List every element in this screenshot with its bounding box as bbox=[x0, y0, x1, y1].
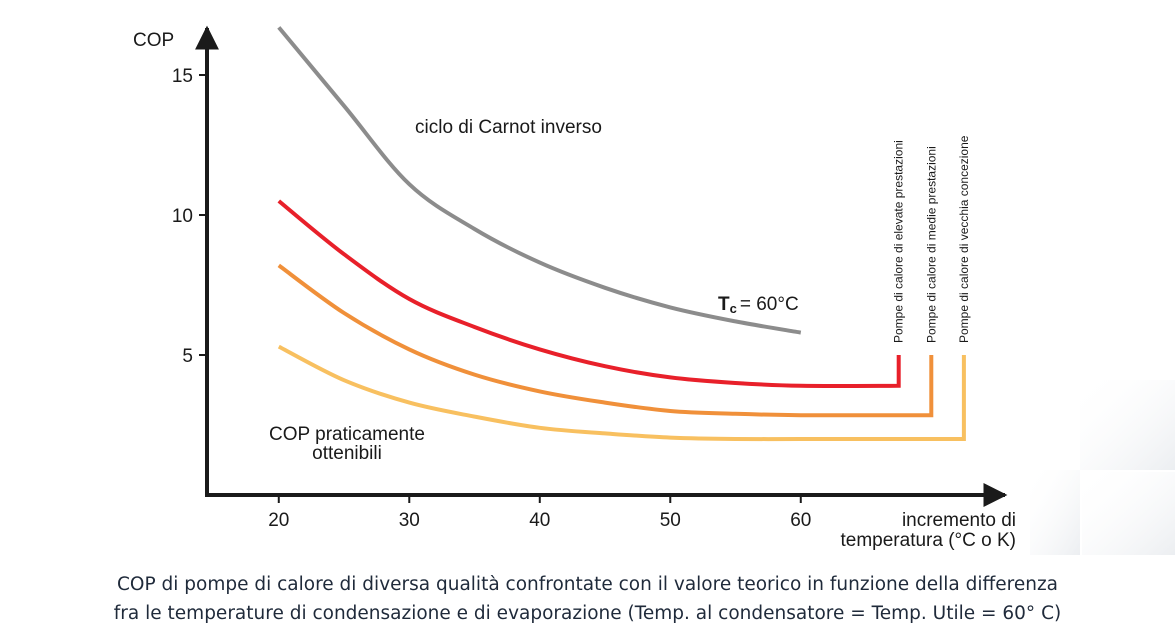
chart-axes bbox=[195, 25, 1008, 507]
series-label-medium: Pompe di calore di medie prestazioni bbox=[924, 146, 938, 343]
y-axis-label: COP bbox=[133, 30, 174, 51]
x-tick-label: 40 bbox=[529, 510, 550, 531]
series-lines bbox=[277, 26, 966, 442]
series-line-carnot bbox=[277, 26, 802, 335]
practical-cop-label-line1: COP praticamente bbox=[269, 424, 425, 445]
carnot-label: ciclo di Carnot inverso bbox=[415, 117, 602, 138]
x-axis-label-line1: incremento di bbox=[902, 510, 1016, 531]
figure-caption: COP di pompe di calore di diversa qualit… bbox=[0, 570, 1175, 628]
x-tick-label: 60 bbox=[790, 510, 811, 531]
series-vertical-labels: Pompe di calore di elevate prestazioni Po… bbox=[892, 135, 971, 343]
series-line-medium bbox=[277, 263, 934, 418]
cop-chart: 20 30 40 50 60 5 10 15 COP incremento di temper… bbox=[133, 25, 1017, 551]
tc-value: = 60°C bbox=[740, 294, 799, 315]
x-tick-label: 20 bbox=[268, 510, 289, 531]
y-tick-label: 10 bbox=[172, 206, 193, 227]
tc-symbol: T bbox=[718, 294, 730, 315]
x-tick-label: 50 bbox=[660, 510, 681, 531]
caption-line-2: fra le temperature di condensazione e di… bbox=[113, 603, 1062, 624]
caption-line-1: COP di pompe di calore di diversa qualit… bbox=[116, 574, 1059, 595]
series-label-old: Pompe di calore di vecchia concezione bbox=[957, 135, 971, 343]
axis-ticks: 20 30 40 50 60 5 10 15 bbox=[172, 66, 811, 531]
y-tick-label: 5 bbox=[182, 346, 193, 367]
series-line-old bbox=[277, 344, 966, 442]
series-label-high: Pompe di calore di elevate prestazioni bbox=[892, 140, 906, 343]
series-line-high bbox=[277, 199, 901, 389]
y-tick-label: 15 bbox=[172, 66, 193, 87]
x-tick-label: 30 bbox=[399, 510, 420, 531]
tc-label: Tc = 60°C bbox=[718, 294, 799, 316]
tc-subscript: c bbox=[730, 301, 737, 316]
practical-cop-label-line2: ottenibili bbox=[312, 443, 382, 464]
x-axis-label-line2: temperatura (°C o K) bbox=[841, 530, 1017, 551]
